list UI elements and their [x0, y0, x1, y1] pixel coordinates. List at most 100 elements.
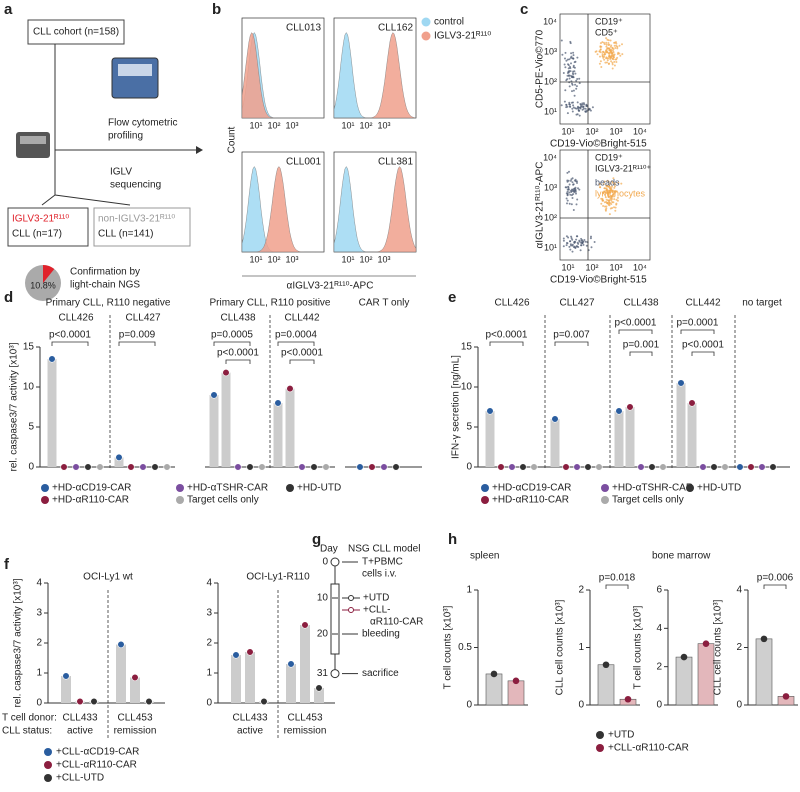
x-tick-label: 10³ — [285, 120, 298, 130]
event-dot — [615, 190, 618, 193]
event-dot — [568, 105, 571, 108]
event-dot — [609, 57, 612, 59]
p-value: p=0.0001 — [677, 318, 719, 329]
dot — [782, 693, 790, 700]
x-tick-label: 10² — [585, 126, 598, 136]
bar — [47, 359, 57, 467]
event-dot — [606, 61, 608, 64]
event-dot — [572, 51, 575, 54]
plot-frame — [559, 13, 651, 125]
event-dot — [564, 57, 566, 60]
step-label: sequencing — [110, 180, 161, 191]
timeline-box — [330, 583, 340, 655]
y-tick-label: 5 — [466, 422, 472, 433]
event-dot — [570, 191, 573, 193]
event-dot — [577, 105, 579, 108]
timeline-label: Day — [320, 544, 338, 555]
significance-bracket — [763, 584, 787, 589]
x-axis-label: αIGLV3-21ᴿ¹¹⁰-APC — [287, 281, 374, 292]
y-tick-label: 4 — [206, 578, 212, 589]
dot — [659, 463, 667, 471]
x-tick-label: 10¹ — [341, 120, 354, 130]
event-dot — [613, 44, 616, 47]
event-dot — [615, 58, 618, 61]
status-label: active — [67, 726, 94, 737]
histogram — [242, 166, 324, 253]
event-dot — [569, 248, 572, 251]
event-dot — [591, 106, 594, 109]
negative-box — [93, 207, 191, 247]
dot — [90, 697, 98, 706]
p-value: p<0.0001 — [682, 340, 724, 351]
event-dot — [564, 89, 567, 92]
event-dot — [567, 67, 570, 70]
event-dot — [581, 108, 584, 111]
dot — [758, 463, 766, 471]
dot — [490, 670, 498, 678]
event-dot — [565, 106, 568, 109]
event-dot — [589, 109, 592, 112]
dot — [637, 463, 645, 471]
dot — [48, 355, 56, 363]
y-tick-label: 4 — [736, 585, 742, 596]
y-tick-label: 10 — [23, 382, 35, 393]
event-dot — [570, 235, 573, 238]
event-dot — [578, 82, 581, 85]
significance-bracket — [680, 329, 715, 334]
event-dot — [618, 52, 621, 55]
event-dot — [565, 104, 568, 106]
day-label: 31 — [317, 668, 329, 679]
event-dot — [572, 188, 575, 191]
y-tick-label: 0.5 — [458, 642, 472, 653]
dot — [602, 661, 610, 669]
event-dot — [560, 104, 563, 107]
event-dot — [574, 60, 577, 63]
pie-slice — [43, 265, 55, 283]
dot — [392, 463, 400, 471]
x-tick-label: 10³ — [377, 254, 390, 264]
event-dot — [598, 182, 601, 185]
event-dot — [576, 56, 579, 59]
event-dot — [613, 64, 616, 67]
event-dot — [562, 245, 565, 248]
event-dot — [603, 193, 606, 196]
event-dot — [607, 201, 610, 203]
y-tick-label: 1 — [206, 668, 212, 679]
event-dot — [617, 181, 620, 184]
event-label: αR110-CAR — [370, 617, 423, 628]
legend-label: +HD-UTD — [697, 483, 741, 494]
event-dot — [599, 60, 602, 63]
x-tick-label: 10² — [267, 254, 280, 264]
bar — [245, 652, 255, 703]
bar — [485, 411, 495, 467]
event-dot — [611, 61, 614, 64]
y-tick-label: 2 — [206, 638, 212, 649]
event-dot — [598, 50, 601, 53]
event-dot — [576, 78, 579, 80]
event-dot — [565, 59, 568, 62]
event-dot — [576, 180, 578, 183]
event-dot — [574, 241, 577, 243]
y-tick-label: 10⁴ — [543, 152, 557, 162]
cohort-label: CLL cohort (n=158) — [33, 27, 119, 38]
x-tick-label: 10² — [267, 120, 280, 130]
event-dot — [570, 62, 572, 65]
x-tick-label: 10³ — [377, 120, 390, 130]
p-value: p=0.0004 — [275, 330, 317, 341]
event-dot — [611, 63, 614, 66]
panel-label: b — [212, 1, 221, 18]
y-axis-label: IFN-γ secretion [ng/mL] — [451, 355, 462, 459]
event-dot — [608, 55, 611, 58]
bar — [485, 673, 503, 706]
event-dot — [611, 52, 614, 55]
bar — [687, 403, 697, 467]
step-label: profiling — [108, 131, 143, 142]
bar — [314, 688, 324, 703]
event-dot — [605, 41, 608, 44]
event-dot — [577, 187, 579, 190]
dot — [260, 697, 268, 706]
y-tick-label: 0 — [466, 700, 472, 711]
gate-label: CD5⁺ — [595, 27, 618, 37]
y-tick-label: 6 — [656, 585, 662, 596]
event-dot — [611, 67, 614, 70]
